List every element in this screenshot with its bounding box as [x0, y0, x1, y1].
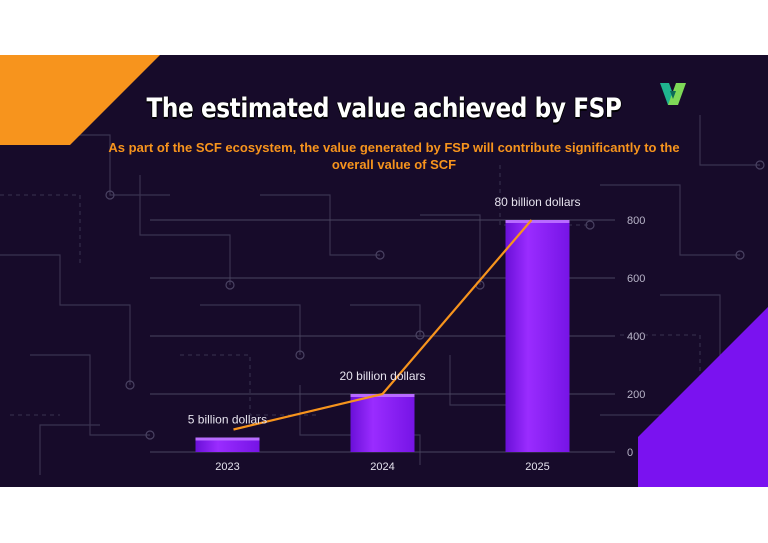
x-tick-label: 2024 [370, 461, 394, 473]
x-tick-label: 2023 [215, 461, 239, 473]
trend-line [233, 219, 533, 431]
bar-2023 [195, 437, 260, 452]
bar-top-highlight [505, 220, 570, 223]
y-tick-label: 0 [627, 447, 633, 459]
bar-2024 [350, 394, 415, 452]
y-tick-label: 400 [627, 331, 645, 343]
circuit-background [0, 115, 768, 475]
data-label: 80 billion dollars [494, 195, 580, 209]
purple-corner-decoration [638, 307, 768, 487]
bar-chart: 0 200 400 600 800 2023 5 billion dollars 2024 20… [150, 195, 645, 473]
y-tick-label: 600 [627, 273, 645, 285]
y-tick-label: 800 [627, 215, 645, 227]
slide: The estimated value achieved by FSP As p… [0, 55, 768, 487]
page-title: The estimated value achieved by FSP [146, 93, 622, 124]
page-subtitle: As part of the SCF ecosystem, the value … [108, 140, 680, 172]
data-label: 5 billion dollars [188, 413, 267, 427]
bar-2025 [505, 220, 570, 452]
orange-corner-decoration [0, 55, 160, 145]
y-tick-label: 200 [627, 389, 645, 401]
x-tick-label: 2025 [525, 461, 549, 473]
bar-top-highlight [350, 394, 415, 397]
fsp-logo-icon [660, 83, 686, 105]
data-label: 20 billion dollars [339, 369, 425, 383]
bar-top-highlight [195, 437, 260, 441]
